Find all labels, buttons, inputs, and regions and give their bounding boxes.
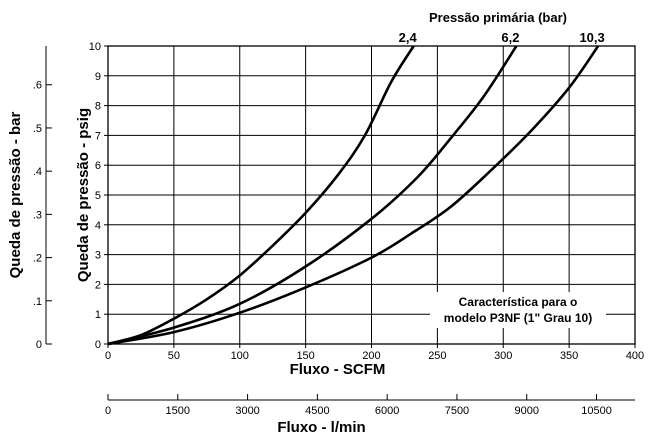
lmin-tick-label: 6000: [375, 405, 399, 417]
y-tick-label: 2: [95, 279, 101, 291]
y-tick-label: 6: [95, 160, 101, 172]
y-tick-label: 0: [95, 339, 101, 351]
y-tick-label: 3: [95, 250, 101, 262]
bar-tick-label: .1: [33, 296, 42, 308]
lmin-tick-label: 3000: [235, 405, 259, 417]
bar-axis-label: Queda de pressão - bar: [7, 111, 24, 278]
annotation-line-1: Característica para o: [459, 295, 578, 309]
lmin-tick-label: 0: [105, 405, 111, 417]
y-tick-label: 7: [95, 130, 101, 142]
x-tick-label: 0: [105, 350, 111, 362]
x-tick-label: 50: [168, 350, 180, 362]
series-label-0: 2,4: [399, 30, 418, 45]
bar-axis: 0 .1 .2 .3 .4 .5 .6: [33, 46, 52, 351]
bar-tick-label: .2: [33, 253, 42, 265]
y-tick-label: 5: [95, 190, 101, 202]
lmin-tick-label: 10500: [581, 405, 612, 417]
y-tick-label: 10: [89, 41, 101, 53]
grid: [108, 46, 635, 344]
y-tick-label: 4: [95, 220, 101, 232]
series-line-1: [107, 45, 518, 346]
series-label-2: 10,3: [579, 30, 604, 45]
annotation-line-2: modelo P3NF (1" Grau 10): [444, 311, 592, 325]
lmin-axis-label: Fluxo - l/min: [277, 419, 365, 436]
series-line-0: [107, 45, 415, 346]
bar-tick-label: .6: [33, 80, 42, 92]
series-label-1: 6,2: [501, 30, 519, 45]
x-tick-label: 350: [560, 350, 578, 362]
bar-tick-label: .4: [33, 166, 42, 178]
y-tick-labels: 0 1 2 3 4 5 6 7 8 9 10: [89, 41, 108, 351]
y-tick-label: 1: [95, 309, 101, 321]
x-axis-label: Fluxo - SCFM: [290, 361, 386, 378]
x-tick-label: 400: [626, 350, 644, 362]
x-tick-label: 100: [231, 350, 249, 362]
y-tick-label: 8: [95, 101, 101, 113]
lmin-tick-label: 9000: [515, 405, 539, 417]
annotation-box: Característica para o modelo P3NF (1" Gr…: [430, 292, 606, 328]
x-tick-label: 300: [494, 350, 512, 362]
y-axis-label: Queda de pressão - psig: [75, 108, 92, 282]
x-tick-label: 250: [428, 350, 446, 362]
x-tick-label: 200: [362, 350, 380, 362]
x-tick-label: 150: [296, 350, 314, 362]
y-tick-label: 9: [95, 71, 101, 83]
series-layer: 2,4 6,2 10,3: [107, 30, 605, 346]
bar-tick-label: .5: [33, 123, 42, 135]
series-line-2: [107, 45, 600, 346]
lmin-tick-label: 1500: [166, 405, 190, 417]
bar-tick-label: .3: [33, 209, 42, 221]
x-tick-labels: 0 50 100 150 200 250 300 350 400: [105, 344, 644, 362]
lmin-tick-label: 7500: [445, 405, 469, 417]
lmin-axis: 0 1500 3000 4500 6000 7500 9000 10500: [105, 394, 635, 417]
legend-title: Pressão primária (bar): [429, 10, 567, 25]
bar-tick-label: 0: [36, 339, 42, 351]
lmin-tick-label: 4500: [305, 405, 329, 417]
